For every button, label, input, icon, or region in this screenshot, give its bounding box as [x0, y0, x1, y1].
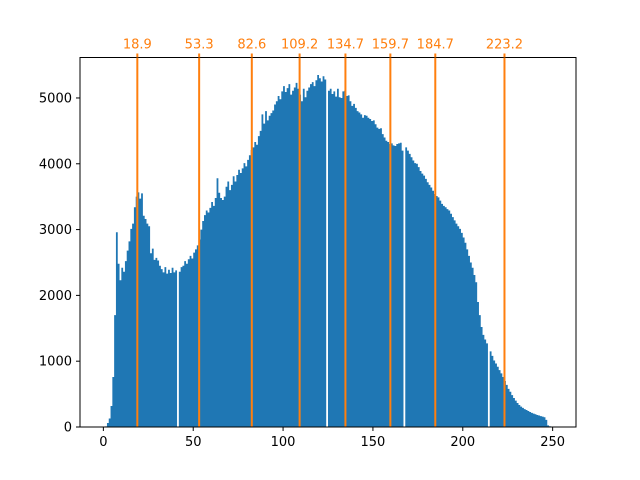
x-tick-label: 200 — [450, 435, 475, 450]
top-tick-label: 53.3 — [185, 38, 214, 53]
threshold-lines — [136, 57, 506, 427]
y-tick-label: 2000 — [39, 289, 72, 304]
y-tick-label: 0 — [64, 421, 72, 436]
y-tick-label: 1000 — [39, 355, 72, 370]
plot-border — [79, 57, 577, 428]
y-tick-label: 4000 — [39, 157, 72, 172]
top-axis: 18.9 53.3 82.6 109.2 134.7 159.7 184.7 223.2 — [123, 38, 523, 58]
top-tick-label: 18.9 — [123, 38, 152, 53]
x-tick-label: 150 — [361, 435, 386, 450]
x-tick-label: 100 — [271, 435, 296, 450]
top-tick-label: 82.6 — [237, 38, 266, 53]
top-tick-label: 223.2 — [486, 38, 523, 53]
x-tick-label: 50 — [185, 435, 202, 450]
y-axis: 0 1000 2000 3000 4000 5000 — [39, 91, 80, 436]
x-tick-label: 0 — [99, 435, 107, 450]
top-tick-label: 159.7 — [372, 38, 409, 53]
x-axis: 0 50 100 150 200 250 — [99, 427, 565, 450]
top-tick-label: 134.7 — [327, 38, 364, 53]
y-tick-label: 3000 — [39, 223, 72, 238]
x-tick-label: 250 — [540, 435, 565, 450]
top-tick-label: 109.2 — [281, 38, 318, 53]
histogram-bars — [105, 74, 560, 427]
top-tick-label: 184.7 — [417, 38, 454, 53]
y-tick-label: 5000 — [39, 91, 72, 106]
